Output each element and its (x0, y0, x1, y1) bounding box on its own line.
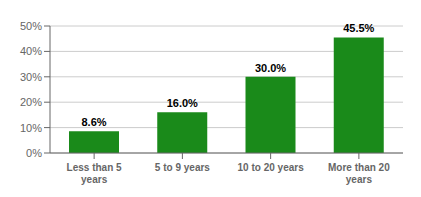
svg-text:10%: 10% (20, 122, 42, 134)
svg-text:10 to 20 years: 10 to 20 years (238, 162, 305, 173)
svg-text:0%: 0% (26, 147, 42, 159)
svg-text:45.5%: 45.5% (343, 22, 374, 34)
svg-text:20%: 20% (20, 96, 42, 108)
svg-text:Less than 5years: Less than 5years (67, 162, 122, 185)
svg-text:30.0%: 30.0% (255, 62, 286, 74)
svg-text:50%: 50% (20, 20, 42, 32)
svg-text:16.0%: 16.0% (167, 97, 198, 109)
svg-text:More than 20years: More than 20years (328, 162, 390, 185)
svg-text:40%: 40% (20, 45, 42, 57)
svg-text:8.6%: 8.6% (81, 116, 106, 128)
svg-text:5 to 9 years: 5 to 9 years (155, 162, 210, 173)
svg-text:30%: 30% (20, 71, 42, 83)
